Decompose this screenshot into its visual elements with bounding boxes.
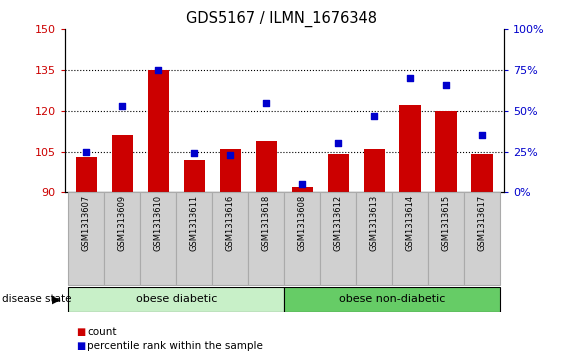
Bar (184, 160, 205, 192)
Bar (364, 149, 385, 192)
Bar (436, 111, 457, 192)
Text: count: count (87, 327, 117, 337)
Point (82, 149, 91, 155)
Bar (392, 192, 428, 285)
Text: GSM1313615: GSM1313615 (442, 195, 451, 251)
Text: GSM1313608: GSM1313608 (298, 195, 307, 252)
Bar (68, 287, 284, 312)
Bar (212, 192, 248, 285)
Bar (104, 192, 140, 285)
Text: GSM1313610: GSM1313610 (154, 195, 163, 251)
Bar (464, 192, 501, 285)
Bar (256, 141, 277, 192)
Point (118, 103, 127, 109)
Point (334, 140, 343, 146)
Point (154, 67, 163, 73)
Text: ■: ■ (76, 327, 85, 337)
Bar (320, 192, 356, 285)
Point (442, 82, 451, 87)
Text: GSM1313614: GSM1313614 (406, 195, 415, 251)
Text: GSM1313618: GSM1313618 (262, 195, 271, 252)
Bar (68, 192, 104, 285)
Point (226, 152, 235, 158)
Bar (400, 105, 421, 192)
Bar (428, 192, 464, 285)
Text: disease state: disease state (2, 294, 74, 305)
Bar (111, 135, 133, 192)
Bar (220, 149, 241, 192)
Text: GSM1313613: GSM1313613 (370, 195, 379, 252)
Text: GSM1313609: GSM1313609 (118, 195, 127, 251)
Point (370, 113, 379, 118)
Point (190, 150, 199, 156)
Bar (328, 154, 349, 192)
Point (262, 99, 271, 105)
Text: GSM1313612: GSM1313612 (334, 195, 343, 251)
Text: GSM1313616: GSM1313616 (226, 195, 235, 252)
Bar (148, 70, 169, 192)
Bar (75, 157, 97, 192)
Text: GSM1313611: GSM1313611 (190, 195, 199, 251)
Bar (292, 187, 313, 192)
Bar (471, 154, 493, 192)
Point (298, 182, 307, 187)
Bar (176, 192, 212, 285)
Bar (140, 192, 176, 285)
Text: obese diabetic: obese diabetic (136, 294, 217, 305)
Bar (248, 192, 284, 285)
Text: GSM1313607: GSM1313607 (82, 195, 91, 252)
Bar (356, 192, 392, 285)
Text: ■: ■ (76, 340, 85, 351)
Point (478, 132, 487, 138)
Text: GDS5167 / ILMN_1676348: GDS5167 / ILMN_1676348 (186, 11, 377, 27)
Bar (284, 192, 320, 285)
Point (406, 75, 415, 81)
Text: ▶: ▶ (52, 294, 61, 305)
Bar (284, 287, 501, 312)
Text: obese non-diabetic: obese non-diabetic (339, 294, 445, 305)
Text: percentile rank within the sample: percentile rank within the sample (87, 340, 263, 351)
Text: GSM1313617: GSM1313617 (478, 195, 487, 252)
